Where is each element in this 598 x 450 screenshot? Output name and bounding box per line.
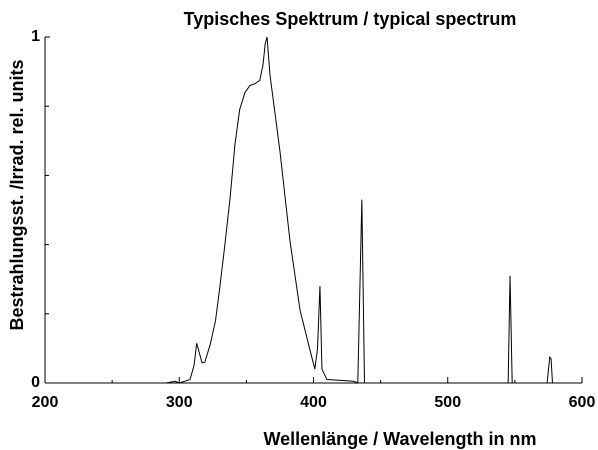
x-tick-label: 500 [434, 394, 461, 411]
x-tick-label: 200 [32, 394, 59, 411]
y-axis-label: Bestrahlungsst. /Irrad. rel. units [7, 59, 27, 330]
y-tick-label: 1 [31, 28, 40, 45]
spectrum-line [45, 36, 582, 384]
chart-title: Typisches Spektrum / typical spectrum [184, 9, 517, 29]
x-tick-label: 400 [300, 394, 327, 411]
y-tick-label: 0 [31, 374, 40, 391]
x-tick-label: 300 [166, 394, 193, 411]
x-axis-label: Wellenlänge / Wavelength in nm [263, 429, 536, 449]
x-tick-label: 600 [569, 394, 596, 411]
